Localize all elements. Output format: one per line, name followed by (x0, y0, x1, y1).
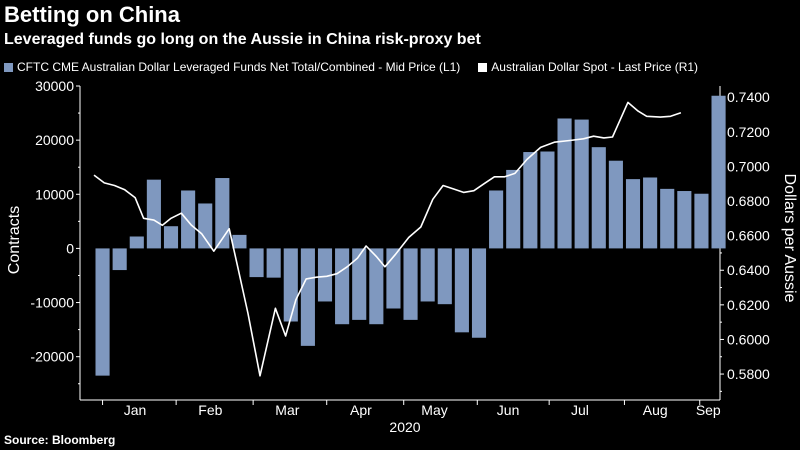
left-tick-label: 30000 (35, 78, 74, 94)
bar (317, 248, 333, 302)
right-tick-label: 0.6400 (727, 262, 770, 278)
bar (437, 248, 452, 305)
bar (181, 190, 196, 249)
chart-subtitle: Leveraged funds go long on the Aussie in… (4, 31, 481, 48)
left-tick-label: -20000 (30, 349, 74, 365)
x-tick-label: Apr (350, 402, 372, 418)
legend-swatch-line (478, 62, 488, 72)
bar (591, 147, 606, 249)
bar (557, 118, 572, 249)
bar (471, 248, 487, 338)
bar (266, 248, 281, 278)
bar (369, 248, 384, 325)
right-tick-label: 0.6000 (727, 331, 770, 347)
bar (386, 248, 401, 309)
source-note: Source: Bloomberg (4, 433, 116, 447)
right-tick-label: 0.6200 (727, 297, 770, 313)
bar (249, 248, 264, 278)
x-tick-label: Jul (571, 402, 589, 418)
right-axis-title: Dollars per Aussie (781, 174, 798, 303)
legend-swatch-bars (4, 62, 13, 72)
bar (625, 179, 641, 249)
right-tick-label: 0.7000 (727, 158, 770, 174)
bar (694, 193, 709, 249)
bar (523, 152, 538, 249)
x-year-label: 2020 (389, 419, 420, 435)
bar (95, 248, 110, 376)
left-tick-label: -10000 (30, 295, 74, 311)
bar (129, 236, 144, 249)
bar (489, 190, 504, 249)
x-tick-label: May (421, 402, 447, 418)
left-tick-label: 0 (66, 240, 74, 256)
bar (540, 151, 555, 249)
spot-price-line (93, 101, 682, 377)
x-tick-label: Feb (198, 402, 222, 418)
bar (574, 119, 589, 249)
bar (608, 160, 623, 249)
legend: CFTC CME Australian Dollar Leveraged Fun… (4, 60, 716, 74)
x-tick-label: Aug (643, 402, 668, 418)
chart-title: Betting on China (4, 2, 180, 27)
left-tick-label: 10000 (35, 186, 74, 202)
bar (643, 177, 658, 249)
x-tick-label: Mar (275, 402, 299, 418)
bar (711, 95, 726, 249)
bar (112, 248, 127, 271)
legend-item-bars: CFTC CME Australian Dollar Leveraged Fun… (4, 60, 460, 74)
bar (352, 248, 367, 320)
bar (232, 234, 247, 249)
left-axis-title: Contracts (6, 206, 23, 274)
bar (660, 188, 675, 249)
right-tick-label: 0.7400 (727, 89, 770, 105)
x-tick-label: Sep (696, 402, 721, 418)
bar (454, 248, 469, 333)
right-tick-label: 0.6600 (727, 228, 770, 244)
bar (677, 191, 692, 249)
bar (163, 226, 179, 249)
x-tick-label: Jun (497, 402, 520, 418)
right-tick-label: 0.6800 (727, 193, 770, 209)
bar (300, 248, 315, 346)
bar (335, 248, 350, 325)
bar (215, 178, 230, 249)
right-tick-label: 0.7200 (727, 124, 770, 140)
legend-item-line: Australian Dollar Spot - Last Price (R1) (478, 60, 698, 74)
bar (420, 248, 435, 302)
bar (403, 248, 418, 320)
left-tick-label: 20000 (35, 132, 74, 148)
legend-label-bars: CFTC CME Australian Dollar Leveraged Fun… (17, 60, 461, 74)
bar (506, 169, 521, 249)
bar (283, 248, 298, 322)
x-tick-label: Jan (124, 402, 147, 418)
bar (146, 179, 161, 249)
right-tick-label: 0.5800 (727, 366, 770, 382)
legend-label-line: Australian Dollar Spot - Last Price (R1) (491, 60, 699, 74)
bar (198, 203, 213, 249)
